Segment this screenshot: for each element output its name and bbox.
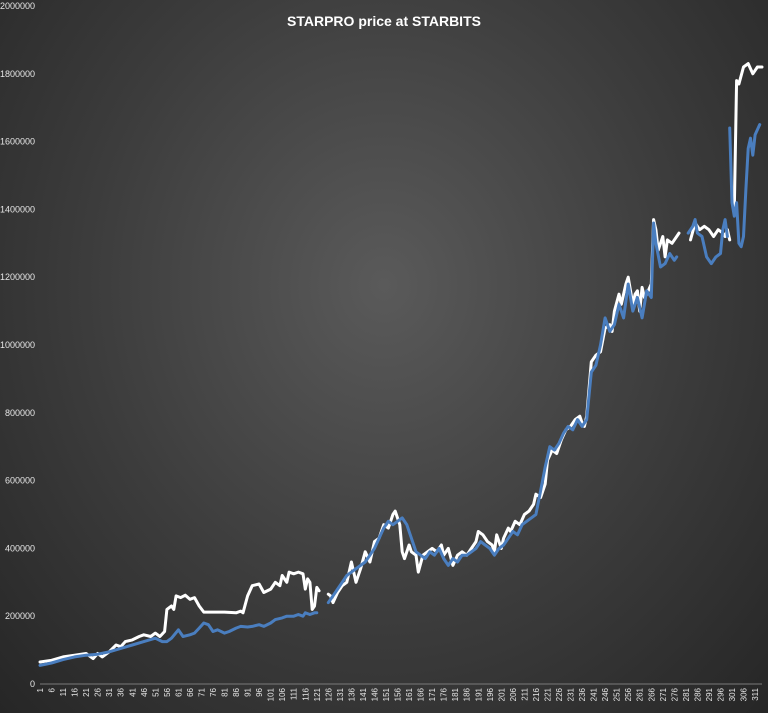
x-tick-label-15: 76 [209,687,218,696]
x-tick-label-35: 176 [440,687,449,701]
x-tick-label-12: 61 [174,687,183,696]
y-tick-label-6: 1200000 [0,272,35,282]
x-tick-label-20: 101 [267,687,276,701]
x-tick-label-60: 301 [728,687,737,701]
x-tick-label-23: 116 [301,687,310,700]
x-tick-label-61: 306 [740,687,749,701]
x-tick-label-16: 81 [221,687,230,696]
x-tick-label-30: 151 [382,687,391,701]
x-tick-label-46: 231 [567,687,576,701]
series-1-line-segment-1 [38,570,321,664]
x-tick-label-56: 281 [682,687,691,701]
x-tick-label-40: 201 [497,687,506,701]
x-tick-label-5: 26 [94,687,103,696]
x-tick-label-49: 246 [601,687,610,701]
x-tick-label-41: 206 [509,687,518,701]
x-tick-label-0: 1 [36,687,45,692]
x-tick-label-25: 126 [324,687,333,701]
x-tick-label-7: 36 [117,687,126,696]
series-2-line-segment-1 [38,611,319,667]
x-tick-label-52: 261 [636,687,645,701]
series-1-line-segment-2 [326,218,681,605]
series-1-line-segment-4 [730,62,764,211]
x-tick-label-22: 111 [290,687,299,700]
x-tick-label-4: 21 [82,687,91,696]
x-tick-label-59: 296 [716,687,725,701]
x-tick-label-31: 156 [394,687,403,701]
y-tick-label-4: 800000 [5,408,35,418]
x-tick-label-28: 141 [359,687,368,701]
x-tick-label-1: 6 [48,687,57,692]
series-2-line-segment-2 [326,221,679,605]
x-tick-label-24: 121 [313,687,322,701]
x-tick-label-27: 136 [347,687,356,701]
x-tick-label-45: 226 [555,687,564,701]
x-tick-label-50: 251 [613,687,622,701]
y-tick-label-2: 400000 [5,543,35,553]
y-tick-label-8: 1600000 [0,137,35,147]
x-tick-label-57: 286 [693,687,702,701]
x-tick-label-62: 311 [751,687,760,700]
x-tick-label-38: 191 [474,687,483,701]
x-tick-label-8: 41 [128,687,137,696]
x-tick-label-21: 106 [278,687,287,701]
y-axis: 0 200000 400000 600000 800000 1000000 1200000 1… [0,1,35,689]
x-tick-label-29: 146 [370,687,379,701]
series-2-line-segment-3 [686,218,729,266]
x-tick-label-26: 131 [336,687,345,701]
y-tick-label-0: 0 [30,679,35,689]
x-tick-label-47: 236 [578,687,587,701]
x-tick-label-42: 211 [520,687,529,700]
x-tick-label-55: 276 [670,687,679,701]
y-tick-label-10: 2000000 [0,1,35,11]
x-tick-label-48: 241 [590,687,599,701]
y-tick-label-9: 1800000 [0,69,35,79]
x-tick-label-51: 256 [624,687,633,701]
x-tick-label-19: 96 [255,687,264,696]
x-tick-label-6: 31 [105,687,114,696]
x-tick-label-3: 16 [71,687,80,696]
x-tick-label-17: 86 [232,687,241,696]
x-tick-label-39: 196 [486,687,495,701]
x-tick-label-11: 56 [163,687,172,696]
x-tick-label-36: 181 [451,687,460,701]
x-tick-label-18: 91 [244,687,253,696]
series-2-line-segment-4 [728,123,762,249]
y-tick-label-3: 600000 [5,476,35,486]
x-tick-label-10: 51 [151,687,160,696]
x-tick-label-53: 266 [647,687,656,701]
x-tick-label-14: 71 [197,687,206,696]
x-tick-label-43: 216 [532,687,541,701]
chart-title: STARPRO price at STARBITS [287,13,481,29]
x-tick-label-58: 291 [705,687,714,701]
x-tick-label-54: 271 [659,687,668,701]
x-axis: 1 6 11 16 21 26 31 36 41 46 51 56 61 66 71 76 81 86 91 96 10… [36,683,762,701]
x-tick-label-32: 161 [405,687,414,701]
x-tick-label-37: 186 [463,687,472,701]
x-tick-label-2: 11 [59,687,68,696]
y-tick-label-5: 1000000 [0,340,35,350]
x-tick-label-9: 46 [140,687,149,696]
y-tick-label-7: 1400000 [0,204,35,214]
y-tick-label-1: 200000 [5,611,35,621]
x-tick-label-44: 221 [543,687,552,701]
x-tick-label-13: 66 [186,687,195,696]
x-tick-label-33: 166 [417,687,426,701]
x-tick-label-34: 171 [428,687,437,701]
series [38,62,764,667]
